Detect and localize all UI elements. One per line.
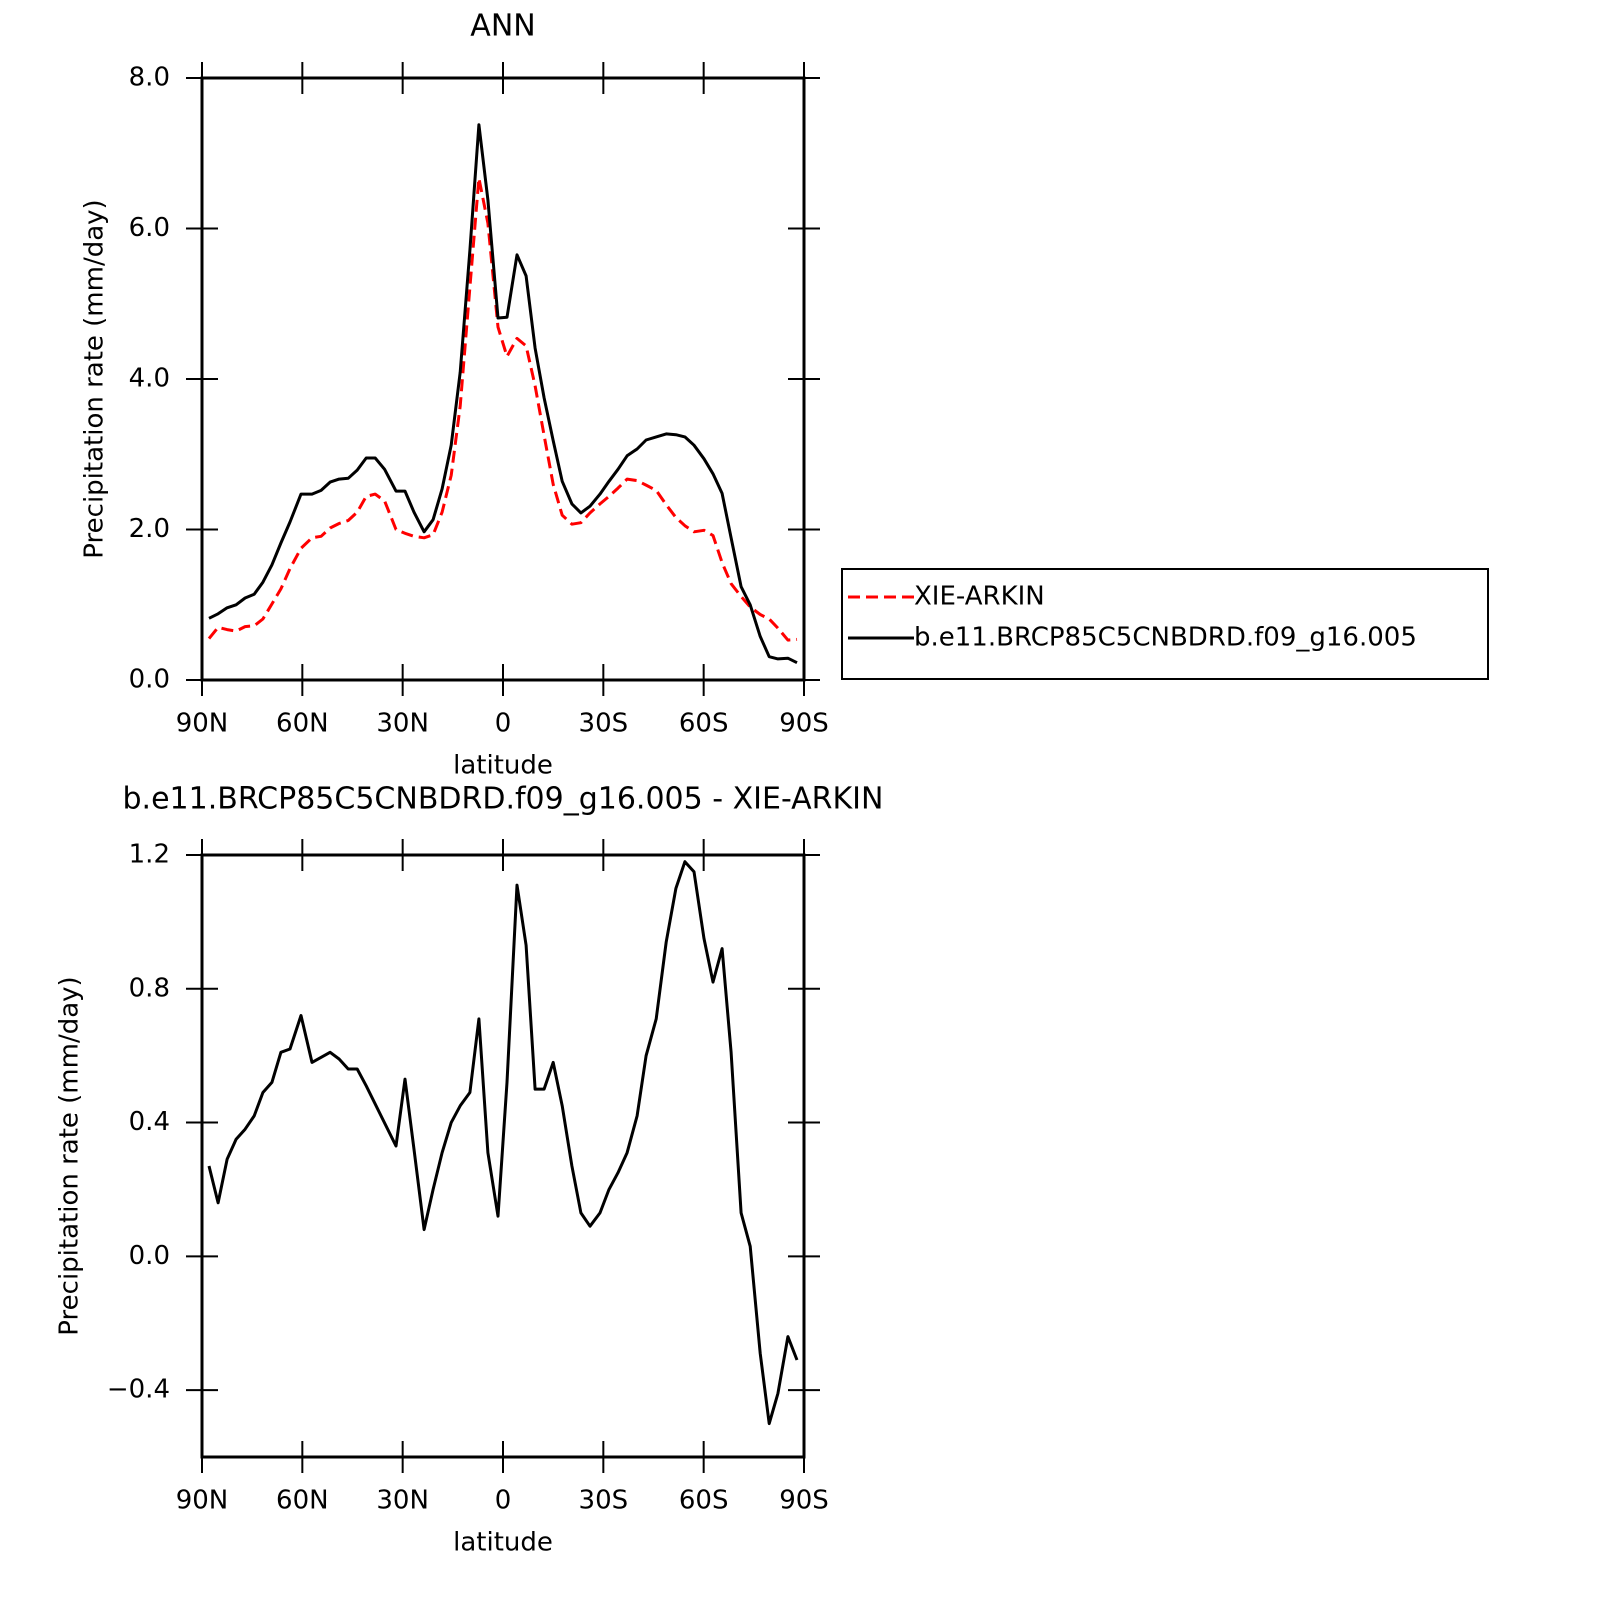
y-tick-label: 0.4: [129, 1107, 170, 1137]
y-axis-label: Precipitation rate (mm/day): [55, 976, 85, 1335]
y-tick-label: 6.0: [129, 213, 170, 243]
y-tick-label: 0.0: [129, 1241, 170, 1271]
x-tick-label: 30S: [579, 1486, 629, 1516]
legend-label: b.e11.BRCP85C5CNBDRD.f09_g16.005: [914, 623, 1417, 653]
x-axis-label: latitude: [453, 1528, 553, 1558]
y-tick-label: 1.2: [129, 840, 170, 870]
x-tick-label: 30N: [376, 1486, 429, 1516]
x-tick-label: 60N: [276, 1486, 329, 1516]
x-tick-label: 0: [495, 1486, 512, 1516]
chart-title: b.e11.BRCP85C5CNBDRD.f09_g16.005 - XIE-A…: [123, 782, 884, 817]
y-tick-label: 0.0: [129, 665, 170, 695]
y-tick-label: 2.0: [129, 514, 170, 544]
data-line: [208, 123, 798, 665]
y-tick-label: 0.8: [129, 973, 170, 1003]
x-tick-label: 90S: [779, 1486, 829, 1516]
x-tick-label: 0: [495, 709, 512, 739]
x-tick-label: 90N: [176, 1486, 229, 1516]
data-line: [207, 176, 798, 642]
y-tick-label: 8.0: [129, 63, 170, 93]
y-tick-label: 4.0: [129, 364, 170, 394]
x-tick-label: 90N: [176, 709, 229, 739]
data-line: [207, 860, 799, 1426]
x-tick-label: 90S: [779, 709, 829, 739]
y-axis-label: Precipitation rate (mm/day): [80, 199, 110, 558]
x-tick-label: 30N: [376, 709, 429, 739]
x-tick-label: 30S: [579, 709, 629, 739]
y-tick-label: −0.4: [107, 1375, 170, 1405]
x-tick-label: 60N: [276, 709, 329, 739]
legend-box: [841, 568, 1489, 680]
x-axis-label: latitude: [453, 751, 553, 781]
plot-frame: [200, 76, 806, 682]
x-tick-label: 60S: [679, 1486, 729, 1516]
legend-label: XIE-ARKIN: [914, 582, 1045, 612]
x-tick-label: 60S: [679, 709, 729, 739]
chart-title: ANN: [470, 9, 535, 44]
